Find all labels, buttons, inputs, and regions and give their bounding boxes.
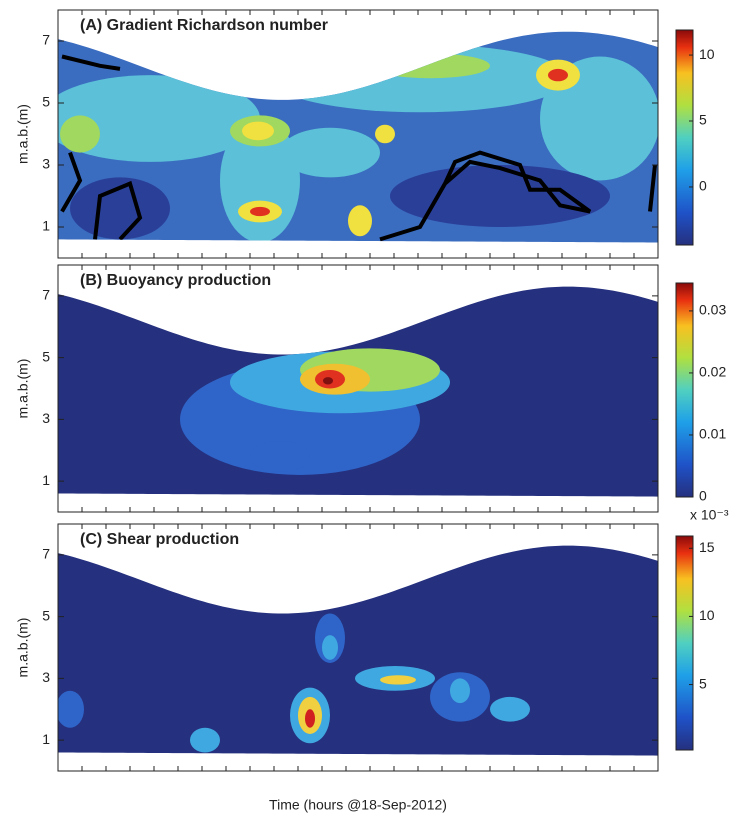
contour-line (60, 151, 83, 213)
colorbar-tick-label: 0.01 (699, 426, 726, 442)
contour-blob (390, 165, 610, 227)
colorbar-tick-label: 10 (699, 46, 715, 62)
y-axis-label: m.a.b.(m) (15, 618, 31, 678)
y-tick-label: 7 (42, 546, 50, 562)
contour-blob (250, 206, 270, 217)
y-axis-label: m.a.b.(m) (15, 359, 31, 419)
y-tick-label: 1 (42, 472, 50, 488)
y-tick-label: 5 (42, 94, 50, 110)
contour-blob (58, 690, 84, 728)
axes-frame (57, 9, 659, 259)
colorbar-tick-label: 0.02 (699, 364, 726, 380)
contour-blob (370, 53, 490, 79)
colorbar-tick-label: 0 (699, 178, 707, 194)
colorbar-tick-label: 15 (699, 539, 715, 555)
colorbar (675, 29, 694, 246)
colorbar (675, 282, 694, 498)
field (58, 545, 658, 756)
axes-frame (57, 523, 659, 772)
contour-blob (280, 127, 380, 178)
contour-blob (60, 115, 100, 153)
contour-blob (323, 377, 333, 385)
contour-blob (450, 678, 470, 704)
y-axis-label: m.a.b.(m) (15, 104, 31, 164)
contour-blob (490, 696, 530, 722)
y-tick-label: 1 (42, 218, 50, 234)
y-tick-label: 5 (42, 607, 50, 623)
colorbar-tick-label: 0.03 (699, 302, 726, 318)
field-base (58, 545, 658, 756)
y-tick-label: 3 (42, 410, 50, 426)
contour-blob (548, 68, 568, 82)
contour-blob (242, 121, 274, 141)
contour-line (379, 150, 592, 242)
y-tick-label: 1 (42, 731, 50, 747)
y-tick-label: 7 (42, 32, 50, 48)
y-tick-label: 7 (42, 287, 50, 303)
contour-blob (190, 727, 220, 753)
contour-blob (348, 205, 372, 237)
y-tick-label: 5 (42, 348, 50, 364)
contour-line (61, 54, 121, 71)
contour-line (93, 180, 143, 241)
colorbar-tick-label: 10 (699, 607, 715, 623)
contour-blob (305, 709, 315, 728)
contour-blob (322, 635, 338, 660)
colorbar (675, 535, 694, 751)
colorbar-label: x 10⁻³ (690, 507, 729, 523)
y-tick-label: 3 (42, 156, 50, 172)
panel-title: (C) Shear production (80, 531, 239, 548)
panel-title: (A) Gradient Richardson number (80, 17, 328, 34)
field (58, 31, 658, 243)
field (58, 286, 658, 497)
colorbar-tick-label: 5 (699, 675, 707, 691)
contour-line (648, 164, 657, 212)
contour-blob (270, 44, 570, 113)
y-tick-label: 3 (42, 669, 50, 685)
colorbar-tick-label: 5 (699, 112, 707, 128)
contour-blob (380, 675, 416, 685)
contour-blob (250, 440, 310, 472)
panel-title: (B) Buoyancy production (80, 272, 271, 289)
axes-frame (57, 264, 659, 513)
contour-blob (375, 124, 395, 144)
colorbar-tick-label: 0 (699, 488, 707, 504)
x-axis-label: Time (hours @18-Sep-2012) (269, 797, 447, 813)
